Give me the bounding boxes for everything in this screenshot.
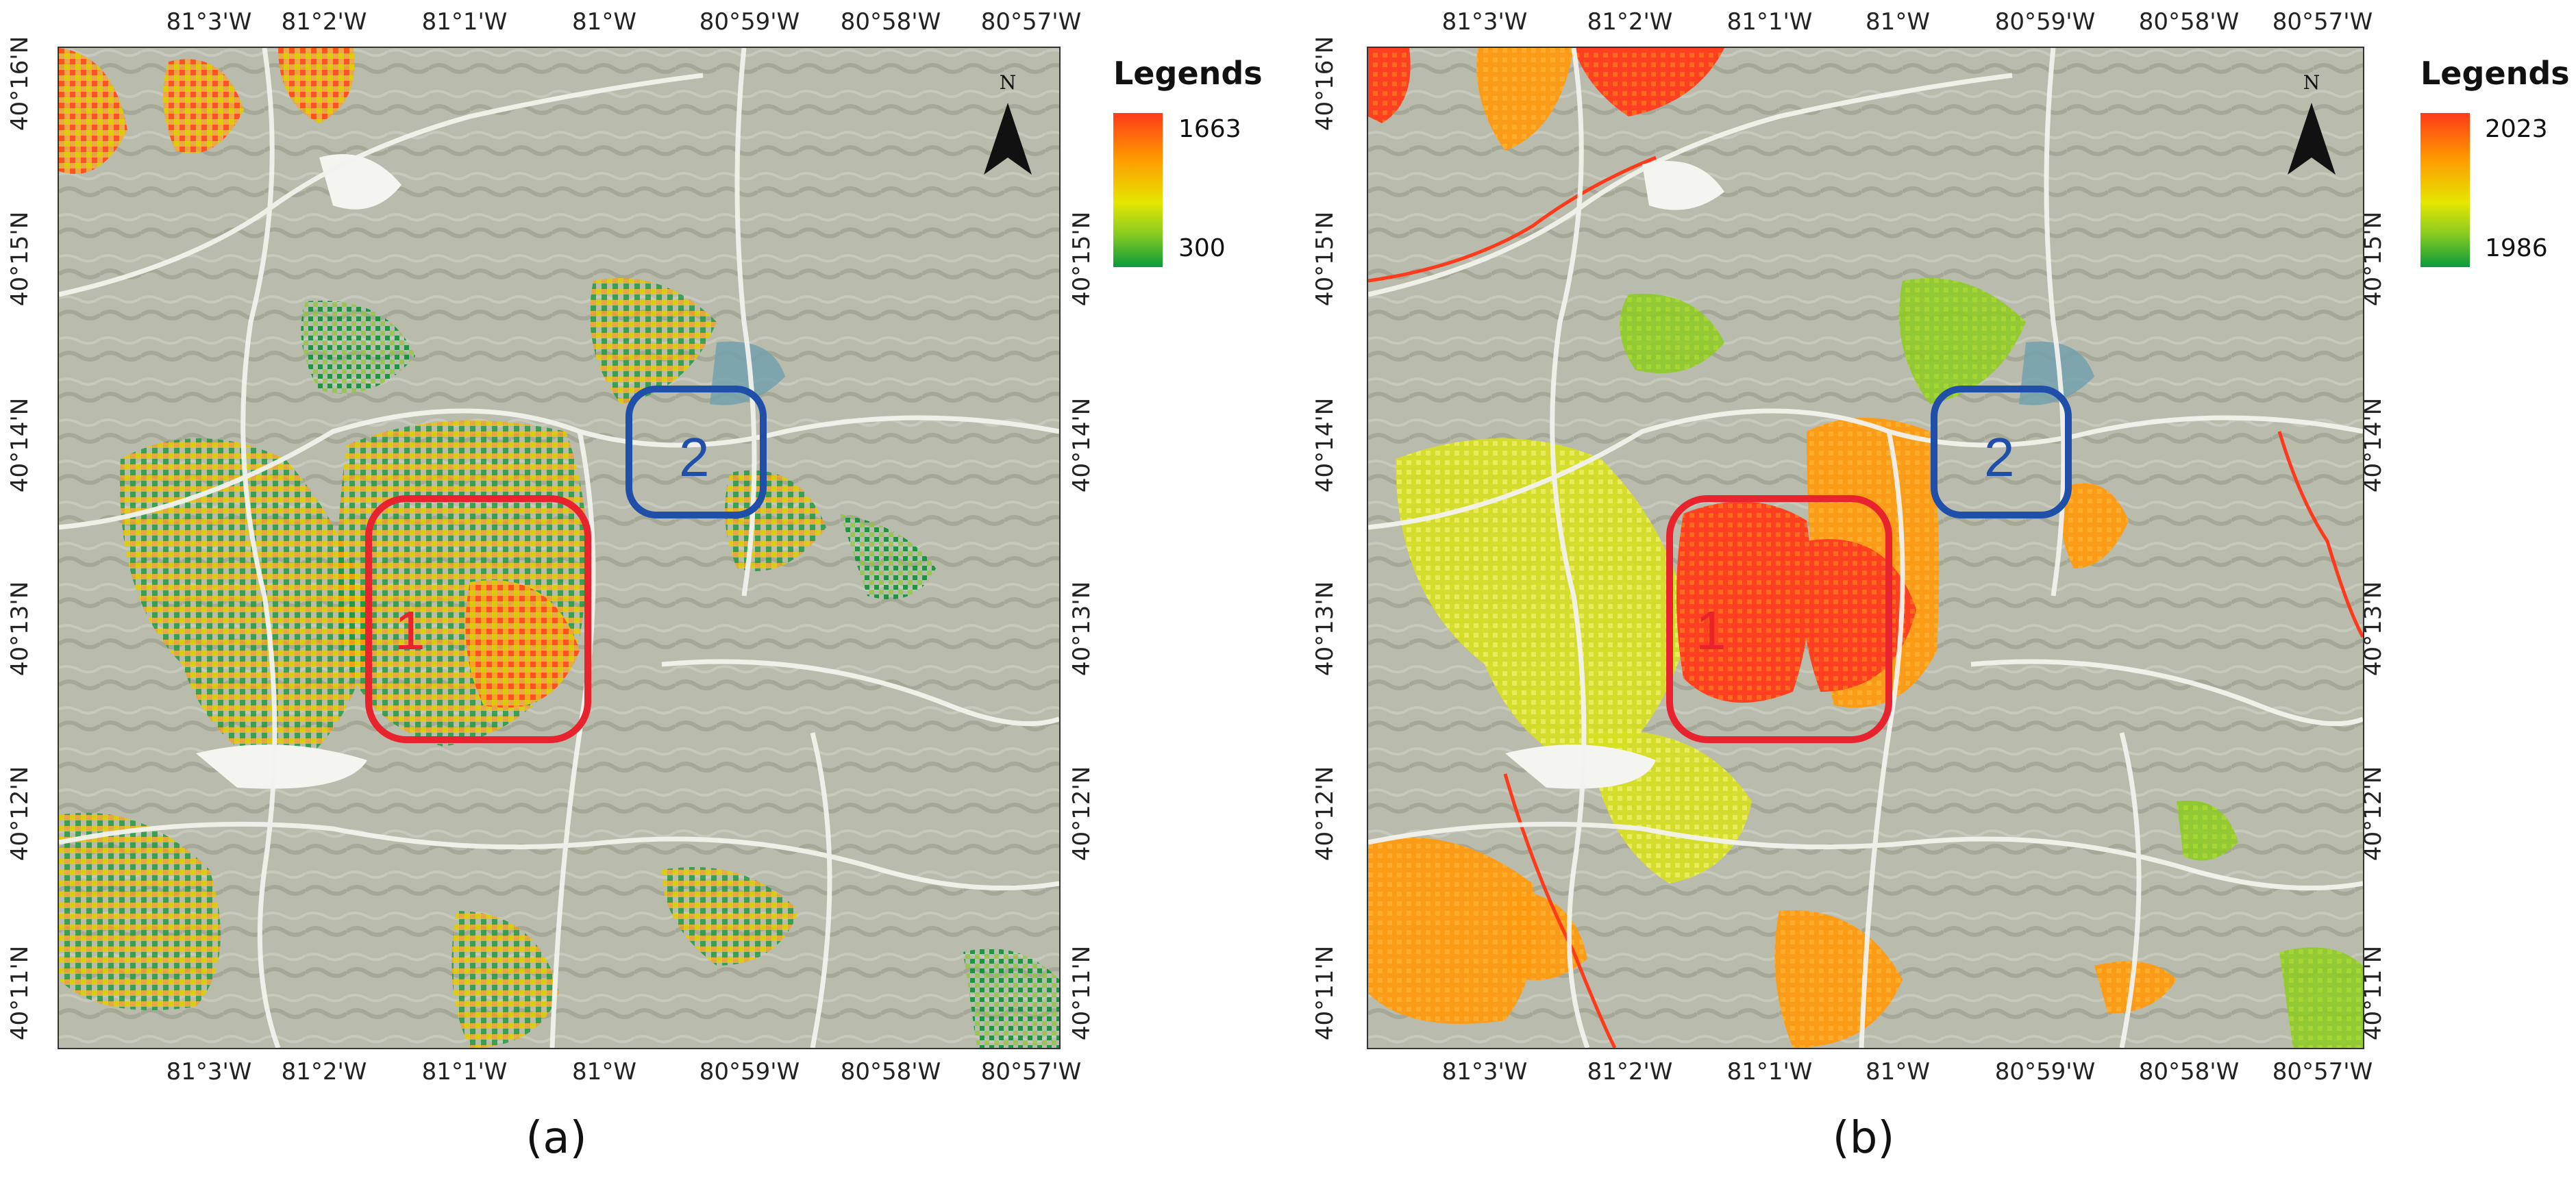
north-arrow-icon [2288,103,2336,175]
map-panel-b: 81°3'W 81°2'W 81°1'W 81°W 80°59'W 80°58'… [1305,0,2576,1191]
region-1-label: 1 [1696,600,1726,661]
region-1-outline [365,495,591,743]
panel-caption: (b) [1832,1113,1895,1164]
x-tick-bottom: 80°59'W [699,1058,800,1086]
map-canvas-a: 1 2 N [59,48,1059,1048]
y-tick-left: 40°16'N [1311,36,1339,131]
legend-colorbar [2420,113,2470,267]
legend-max: 2023 [2485,115,2548,143]
y-tick-left: 40°12'N [6,766,34,862]
y-tick-right: 40°14'N [1068,397,1096,493]
x-tick-bottom: 81°1'W [421,1058,508,1086]
legend-title: Legends [1113,55,1263,92]
x-tick-top: 81°3'W [166,8,252,36]
north-arrow-icon [984,103,1032,175]
region-1-outline [1666,495,1892,743]
region-2-outline [1931,386,2072,518]
y-tick-left: 40°11'N [1311,945,1339,1041]
x-tick-top: 80°57'W [980,8,1082,36]
y-tick-right: 40°11'N [1068,945,1096,1041]
y-tick-left: 40°13'N [1311,581,1339,677]
y-tick-left: 40°13'N [6,581,34,677]
legend-title: Legends [2420,55,2570,92]
x-tick-bottom: 80°58'W [2138,1058,2240,1086]
x-tick-bottom: 81°3'W [1441,1058,1528,1086]
north-label: N [2303,71,2320,94]
x-tick-bottom: 81°W [572,1058,636,1086]
y-tick-right: 40°13'N [1068,581,1096,677]
y-tick-left: 40°15'N [1311,211,1339,307]
x-tick-top: 81°2'W [1587,8,1673,36]
x-tick-bottom: 80°58'W [840,1058,941,1086]
region-2-label: 2 [679,427,710,488]
north-label: N [1000,71,1017,94]
x-tick-top: 80°58'W [2138,8,2240,36]
legend-max: 1663 [1178,115,1241,143]
x-tick-top: 81°W [1866,8,1930,36]
x-tick-bottom: 81°2'W [1587,1058,1673,1086]
legend-colorbar [1113,113,1163,267]
region-2-outline [626,386,767,518]
map-canvas-b: 1 2 N [1368,48,2363,1048]
x-tick-bottom: 80°57'W [980,1058,1082,1086]
y-tick-right: 40°15'N [1068,211,1096,307]
x-tick-top: 81°1'W [421,8,508,36]
x-tick-top: 80°59'W [699,8,800,36]
map-panel-a: 81°3'W 81°2'W 81°1'W 81°W 80°59'W 80°58'… [6,8,1263,1164]
map-frame: 1 2 N [58,47,1061,1049]
x-tick-top: 80°58'W [840,8,941,36]
x-tick-bottom: 81°2'W [281,1058,367,1086]
x-tick-bottom: 81°W [1866,1058,1930,1086]
y-tick-right: 40°12'N [1068,766,1096,862]
x-tick-bottom: 80°57'W [2272,1058,2373,1086]
y-tick-left: 40°16'N [6,36,34,131]
x-tick-top: 81°1'W [1726,8,1813,36]
y-tick-left: 40°14'N [1311,397,1339,493]
legend-min: 300 [1178,234,1226,262]
x-tick-top: 80°59'W [1994,8,2096,36]
x-tick-bottom: 80°59'W [1994,1058,2096,1086]
y-tick-left: 40°12'N [1311,766,1339,862]
y-tick-left: 40°14'N [6,397,34,493]
panel-caption: (a) [525,1113,587,1164]
x-tick-top: 81°W [572,8,636,36]
x-tick-bottom: 81°3'W [166,1058,252,1086]
x-tick-top: 81°3'W [1441,8,1528,36]
x-tick-bottom: 81°1'W [1726,1058,1813,1086]
region-1-label: 1 [395,600,425,661]
legend-min: 1986 [2485,234,2548,262]
y-tick-left: 40°15'N [6,211,34,307]
map-frame: 1 2 N [1367,47,2364,1049]
x-tick-top: 81°2'W [281,8,367,36]
y-tick-left: 40°11'N [6,945,34,1041]
region-2-label: 2 [1984,427,2015,488]
x-tick-top: 80°57'W [2272,8,2373,36]
